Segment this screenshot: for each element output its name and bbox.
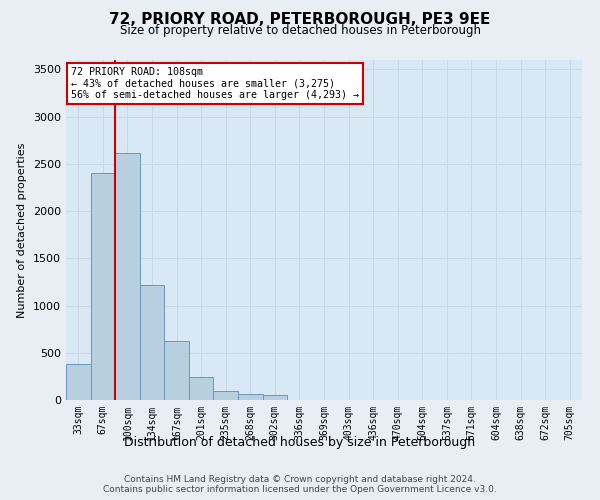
Bar <box>140 285 164 400</box>
Text: Contains HM Land Registry data © Crown copyright and database right 2024.: Contains HM Land Registry data © Crown c… <box>124 474 476 484</box>
Bar <box>66 364 91 400</box>
Bar <box>91 174 115 400</box>
Bar <box>164 340 189 400</box>
Text: 72 PRIORY ROAD: 108sqm
← 43% of detached houses are smaller (3,275)
56% of semi-: 72 PRIORY ROAD: 108sqm ← 43% of detached… <box>71 67 359 100</box>
Bar <box>189 378 214 400</box>
Bar <box>263 395 287 400</box>
Bar <box>214 390 238 400</box>
Text: Size of property relative to detached houses in Peterborough: Size of property relative to detached ho… <box>119 24 481 37</box>
Text: 72, PRIORY ROAD, PETERBOROUGH, PE3 9EE: 72, PRIORY ROAD, PETERBOROUGH, PE3 9EE <box>109 12 491 28</box>
Bar <box>238 394 263 400</box>
Text: Contains public sector information licensed under the Open Government Licence v3: Contains public sector information licen… <box>103 484 497 494</box>
Bar <box>115 154 140 400</box>
Text: Distribution of detached houses by size in Peterborough: Distribution of detached houses by size … <box>124 436 476 449</box>
Y-axis label: Number of detached properties: Number of detached properties <box>17 142 28 318</box>
